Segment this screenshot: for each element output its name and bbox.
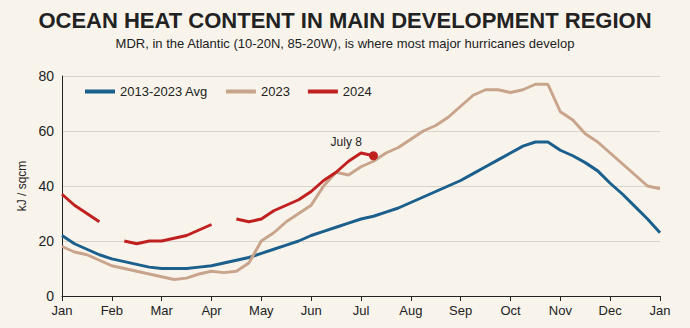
svg-text:2013-2023 Avg: 2013-2023 Avg xyxy=(120,84,207,99)
svg-text:May: May xyxy=(249,303,274,318)
svg-text:Jan: Jan xyxy=(650,303,671,318)
svg-text:60: 60 xyxy=(38,123,54,139)
svg-text:Dec: Dec xyxy=(599,303,623,318)
svg-text:80: 80 xyxy=(38,68,54,84)
svg-text:40: 40 xyxy=(38,178,54,194)
svg-text:2023: 2023 xyxy=(261,84,290,99)
svg-text:2024: 2024 xyxy=(343,84,372,99)
svg-text:20: 20 xyxy=(38,233,54,249)
svg-text:Oct: Oct xyxy=(500,303,521,318)
svg-text:Feb: Feb xyxy=(101,303,123,318)
svg-text:Jan: Jan xyxy=(52,303,73,318)
svg-text:Nov: Nov xyxy=(549,303,573,318)
svg-text:MDR, in the Atlantic (10-20N,: MDR, in the Atlantic (10-20N, 85-20W), i… xyxy=(116,36,575,51)
svg-text:Aug: Aug xyxy=(399,303,422,318)
svg-text:Jun: Jun xyxy=(301,303,322,318)
svg-text:Sep: Sep xyxy=(449,303,472,318)
svg-text:OCEAN HEAT CONTENT IN MAIN DEV: OCEAN HEAT CONTENT IN MAIN DEVELOPMENT R… xyxy=(38,8,651,33)
svg-text:Mar: Mar xyxy=(150,303,173,318)
svg-text:Apr: Apr xyxy=(201,303,222,318)
svg-text:0: 0 xyxy=(46,288,54,304)
svg-text:kJ / sqcm: kJ / sqcm xyxy=(15,161,29,212)
svg-text:Jul: Jul xyxy=(353,303,370,318)
svg-text:July 8: July 8 xyxy=(331,135,363,149)
